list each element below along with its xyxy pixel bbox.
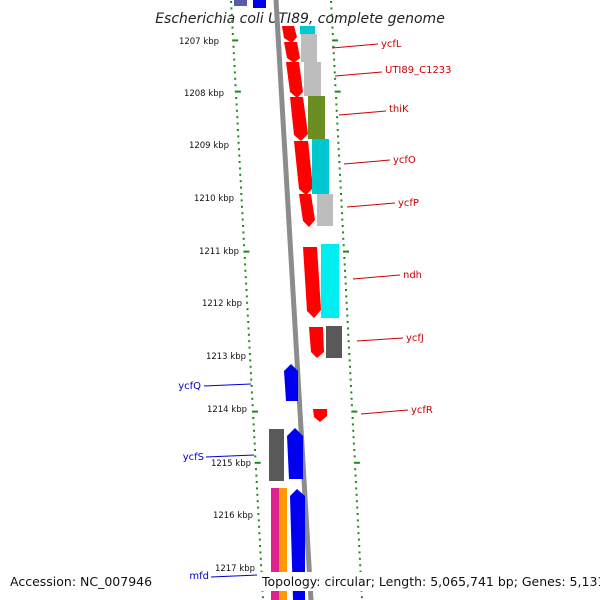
feature-magenta-strip[interactable] <box>271 488 279 600</box>
feature-orange-strip[interactable] <box>279 488 287 600</box>
kbp-label-1215: 1215 kbp <box>211 459 251 469</box>
reverse-gene-labels: ycfL UTI89_C1233 thiK ycfO ycfP ndh ycfJ… <box>331 39 452 416</box>
outer-olive-thiK[interactable] <box>308 96 325 139</box>
kbp-label-1213: 1213 kbp <box>206 352 246 362</box>
leader-mfd <box>210 574 258 578</box>
gene-label-mfd[interactable]: mfd <box>189 571 209 582</box>
gene-label-ycfL[interactable]: ycfL <box>381 39 402 50</box>
leader-ycfJ <box>356 337 404 342</box>
leader-ndh <box>352 274 401 280</box>
gene-ycfQ-blue[interactable] <box>284 364 298 401</box>
kbp-ruler: 1207 kbp 1208 kbp 1209 kbp 1210 kbp 1211… <box>179 37 255 574</box>
gene-ycfJ-red[interactable] <box>309 327 324 358</box>
gene-label-thiK[interactable]: thiK <box>389 104 409 115</box>
gene-ycfL-red[interactable] <box>282 26 297 43</box>
footer: Accession: NC_007946 Topology: circular;… <box>6 572 600 591</box>
leader-ycfL <box>331 43 379 49</box>
kbp-label-1212: 1212 kbp <box>202 299 242 309</box>
kbp-label-1207: 1207 kbp <box>179 37 219 47</box>
gene-inner-red-4[interactable] <box>294 141 313 195</box>
gene-ndh-red[interactable] <box>303 247 321 318</box>
kbp-label-1210: 1210 kbp <box>194 194 234 204</box>
outer-cyan-ndh[interactable] <box>321 244 339 318</box>
genome-backbone <box>273 0 314 600</box>
tick-rails <box>230 1 363 599</box>
kbp-label-1211: 1211 kbp <box>199 247 239 257</box>
footer-topology: Topology: circular; Length: 5,065,741 bp… <box>261 574 600 589</box>
kbp-label-1208: 1208 kbp <box>184 89 224 99</box>
gene-label-ycfS[interactable]: ycfS <box>183 452 204 463</box>
footer-accession-bg <box>6 572 147 591</box>
leader-ycfO <box>343 159 391 165</box>
footer-topology-bg <box>258 572 594 591</box>
forward-gene-labels: ycfQ ycfS mfd <box>178 381 258 582</box>
gene-label-ycfO[interactable]: ycfO <box>393 155 416 166</box>
outer-column-features <box>300 26 342 358</box>
leader-UTI89_C1233 <box>334 71 383 77</box>
kbp-label-1216: 1216 kbp <box>213 511 253 521</box>
leader-ycfR <box>360 409 409 415</box>
outer-cyan-top[interactable] <box>300 26 315 34</box>
gene-ycfS-blue[interactable] <box>287 428 303 479</box>
gene-inner-red-2[interactable] <box>286 62 303 98</box>
gene-label-UTI89_C1233[interactable]: UTI89_C1233 <box>385 65 452 76</box>
gene-label-ndh[interactable]: ndh <box>403 270 422 281</box>
gene-label-ycfJ[interactable]: ycfJ <box>406 333 424 344</box>
map-title: Escherichia coli UTI89, complete genome <box>155 11 445 27</box>
gene-inner-red-1[interactable] <box>284 42 300 63</box>
leader-ycfS <box>205 454 255 458</box>
footer-accession: Accession: NC_007946 <box>10 574 152 589</box>
leader-ycfP <box>346 202 396 208</box>
feature-darkgray-left[interactable] <box>269 429 284 481</box>
leader-ycfQ <box>203 383 252 387</box>
outer-darkgray-ycfJ[interactable] <box>326 326 342 358</box>
outer-gray-ycfP[interactable] <box>317 194 333 226</box>
kbp-label-1209: 1209 kbp <box>189 141 229 151</box>
leader-thiK <box>338 110 387 116</box>
gene-label-ycfQ[interactable]: ycfQ <box>178 381 201 392</box>
kbp-label-1214: 1214 kbp <box>207 405 247 415</box>
inner-strand-features <box>234 0 327 600</box>
outer-gray-uti89[interactable] <box>304 62 321 96</box>
outer-gray-ycfL[interactable] <box>301 34 317 62</box>
gene-label-ycfP[interactable]: ycfP <box>398 198 419 209</box>
gene-ycfR-red[interactable] <box>313 409 327 422</box>
outer-cyan-ycfO[interactable] <box>312 139 329 194</box>
feature-top-blue[interactable] <box>253 0 266 8</box>
kbp-label-1217: 1217 kbp <box>215 564 255 574</box>
feature-top-left[interactable] <box>234 0 247 6</box>
gene-label-ycfR[interactable]: ycfR <box>411 405 433 416</box>
gene-inner-red-3[interactable] <box>290 97 308 141</box>
gene-inner-red-5[interactable] <box>299 194 315 227</box>
